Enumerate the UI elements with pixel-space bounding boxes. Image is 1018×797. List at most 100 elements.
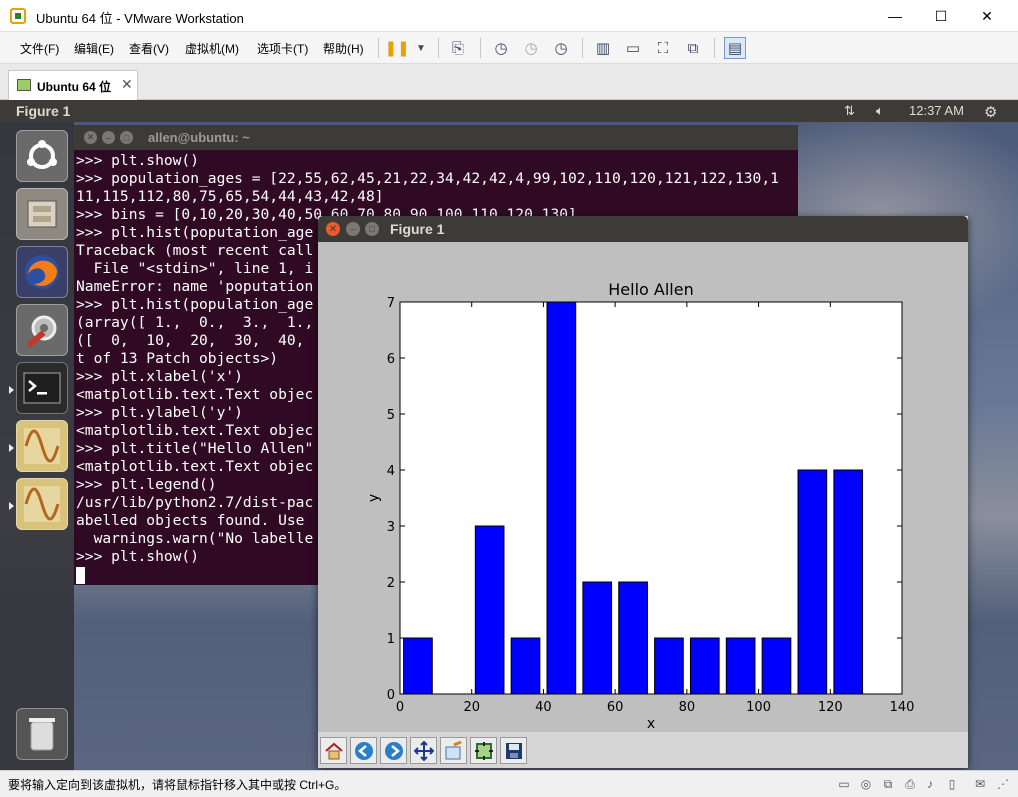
- network-adapter-icon[interactable]: ⧉: [883, 776, 893, 791]
- figure-titlebar: ✕ – □ Figure 1: [318, 216, 968, 242]
- zoom-rect-icon[interactable]: [440, 737, 467, 764]
- menu-file[interactable]: 文件(F): [20, 42, 60, 56]
- window-titlebar: Ubuntu 64 位 - VMware Workstation — ☐ ✕: [0, 0, 1018, 32]
- unity-icon[interactable]: ⧉: [687, 39, 699, 57]
- vm-icon: [17, 79, 31, 91]
- histogram-bar: [510, 637, 541, 695]
- terminal-line: abelled objects found. Use: [76, 512, 305, 529]
- system-settings-icon[interactable]: [16, 304, 68, 356]
- y-tick-label: 2: [387, 576, 395, 591]
- terminal-close-icon[interactable]: ✕: [84, 131, 97, 144]
- printer-icon[interactable]: ⎙: [905, 776, 915, 791]
- y-tick-label: 7: [387, 296, 395, 311]
- axes-frame: [399, 301, 903, 695]
- histogram-bar: [582, 581, 613, 695]
- histogram-chart[interactable]: 0 20 40 60 80 100 120 140 0 1 2 3 4 5 6 7 Hello Allen x y: [324, 248, 964, 730]
- terminal-line: <matplotlib.text.Text objec: [76, 386, 314, 403]
- volume-icon[interactable]: 🔈︎: [876, 103, 884, 118]
- pause-icon[interactable]: ❚❚: [384, 40, 410, 57]
- show-library-icon[interactable]: ▥: [595, 40, 611, 57]
- hard-disk-icon[interactable]: ▭: [838, 777, 850, 791]
- menu-view[interactable]: 查看(V): [129, 42, 169, 56]
- terminal-line: t of 13 Patch objects>): [76, 350, 279, 367]
- figure-title: Figure 1: [390, 221, 445, 237]
- configure-subplots-icon[interactable]: [470, 737, 497, 764]
- firefox-icon[interactable]: [16, 246, 68, 298]
- y-tick-label: 5: [387, 408, 395, 423]
- histogram-bar: [546, 301, 577, 695]
- display-icon[interactable]: ▯: [948, 777, 956, 791]
- terminal-line: >>> plt.show(): [76, 152, 200, 169]
- x-axis-label: x: [647, 716, 655, 730]
- x-tick-label: 120: [818, 700, 843, 715]
- guest-display[interactable]: Figure 1 ⇅ 🔈︎ 12:37 AM ⚙: [0, 100, 1018, 770]
- terminal-line: >>> plt.show(): [76, 548, 200, 565]
- toolbar-separator: [714, 38, 715, 58]
- terminal-icon[interactable]: [16, 362, 68, 414]
- toolbar-separator: [480, 38, 481, 58]
- terminal-minimize-icon[interactable]: –: [102, 131, 115, 144]
- histogram-bar: [833, 469, 864, 695]
- figure-close-icon[interactable]: ✕: [326, 222, 340, 236]
- cd-dvd-icon[interactable]: ◎: [860, 777, 872, 791]
- terminal-cursor: [76, 567, 85, 584]
- message-log-icon[interactable]: ✉: [974, 777, 986, 791]
- status-message: 要将输入定向到该虚拟机，请将鼠标指针移入其中或按 Ctrl+G。: [8, 778, 347, 792]
- menu-help[interactable]: 帮助(H): [323, 42, 364, 56]
- save-icon[interactable]: [500, 737, 527, 764]
- matplotlib-figure-icon[interactable]: [16, 420, 68, 472]
- figure-maximize-icon[interactable]: □: [365, 222, 379, 236]
- network-icon[interactable]: ⇅: [844, 103, 855, 118]
- back-icon[interactable]: [350, 737, 377, 764]
- toolbar-separator: [582, 38, 583, 58]
- trash-icon[interactable]: [16, 708, 68, 760]
- terminal-maximize-icon[interactable]: □: [120, 131, 133, 144]
- window-title: Ubuntu 64 位 - VMware Workstation: [36, 11, 244, 26]
- clock[interactable]: 12:37 AM: [909, 103, 964, 118]
- matplotlib-figure-icon[interactable]: [16, 478, 68, 530]
- histogram-bar: [403, 637, 433, 695]
- histogram-bar: [797, 469, 828, 695]
- sound-card-icon[interactable]: ♪: [927, 777, 933, 791]
- tab-bar: Ubuntu 64 位 ✕: [0, 64, 1018, 100]
- x-tick-label: 60: [607, 700, 624, 715]
- menu-vm[interactable]: 虚拟机(M): [185, 42, 239, 56]
- snapshot-revert-icon[interactable]: ◷: [524, 40, 538, 57]
- close-button[interactable]: ✕: [981, 7, 993, 24]
- terminal-line: >>> population_ages = [22,55,62,45,21,22…: [76, 170, 779, 187]
- snapshot-manager-icon[interactable]: ◷: [554, 40, 568, 57]
- histogram-bar: [474, 525, 505, 695]
- y-tick-label: 1: [387, 632, 395, 647]
- y-tick-label: 6: [387, 352, 395, 367]
- ubuntu-top-panel: Figure 1 ⇅ 🔈︎ 12:37 AM ⚙: [0, 100, 1018, 122]
- figure-window[interactable]: ✕ – □ Figure 1 0 20 40 60 80 100 120 140 0 1 2 3 4 5 6…: [318, 216, 968, 768]
- maximize-button[interactable]: ☐: [934, 7, 948, 24]
- thumbnail-bar-icon[interactable]: ▭: [625, 40, 641, 57]
- tab-ubuntu-64[interactable]: Ubuntu 64 位 ✕: [8, 70, 138, 100]
- files-icon[interactable]: [16, 188, 68, 240]
- console-view-icon[interactable]: ▤: [724, 37, 746, 59]
- forward-icon[interactable]: [380, 737, 407, 764]
- send-keys-icon[interactable]: ⎘: [451, 39, 464, 57]
- figure-minimize-icon[interactable]: –: [346, 222, 360, 236]
- home-icon[interactable]: [320, 737, 347, 764]
- y-tick-label: 3: [387, 520, 395, 535]
- terminal-line: >>> plt.hist(population_age: [76, 296, 314, 313]
- toolbar-separator: [438, 38, 439, 58]
- histogram-bar: [725, 637, 756, 695]
- pan-icon[interactable]: [410, 737, 437, 764]
- menu-tabs[interactable]: 选项卡(T): [257, 42, 309, 56]
- dash-home-icon[interactable]: [16, 130, 68, 182]
- menu-edit[interactable]: 编辑(E): [74, 42, 114, 56]
- terminal-line: NameError: name 'poputation: [76, 278, 314, 295]
- system-gear-icon[interactable]: ⚙: [984, 104, 998, 121]
- histogram-bar: [689, 637, 720, 695]
- fullscreen-icon[interactable]: ⛶: [657, 39, 669, 57]
- figure-canvas-frame: 0 20 40 60 80 100 120 140 0 1 2 3 4 5 6 7 Hello Allen x y: [318, 242, 968, 732]
- tab-close-icon[interactable]: ✕: [121, 76, 133, 92]
- terminal-line: File "<stdin>", line 1, i: [76, 260, 314, 277]
- y-tick-label: 0: [387, 688, 395, 703]
- dropdown-arrow-icon[interactable]: ▼: [416, 42, 426, 54]
- minimize-button[interactable]: —: [888, 8, 902, 24]
- snapshot-take-icon[interactable]: ◷: [494, 40, 508, 57]
